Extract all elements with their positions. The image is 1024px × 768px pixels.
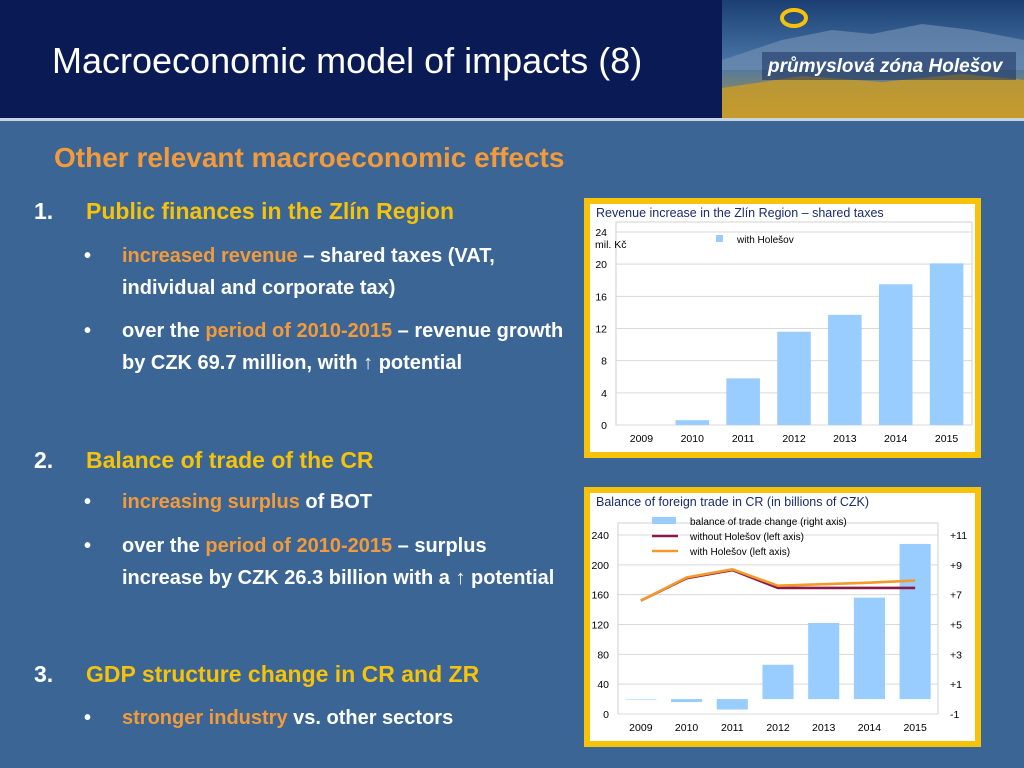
- left-axis-tick-label: 80: [597, 649, 609, 661]
- right-axis-tick-label: +5: [950, 620, 962, 632]
- bullet-dot: •: [84, 707, 92, 729]
- legend-label: without Holešov (left axis): [689, 532, 804, 543]
- bar: [671, 699, 703, 703]
- y-tick-label: 4: [601, 388, 607, 400]
- legend-swatch: [716, 235, 723, 242]
- chart-title: Balance of foreign trade in CR (in billi…: [596, 495, 869, 509]
- bar: [762, 664, 794, 700]
- bullet-text: over the: [122, 320, 206, 342]
- x-tick-label: 2012: [766, 722, 790, 734]
- bullet-text: – shared taxes (VAT, individual and corp…: [122, 245, 495, 299]
- right-axis-tick-label: +7: [950, 590, 962, 602]
- x-tick-label: 2014: [858, 722, 882, 734]
- bullet-text: – revenue growth by CZK 69.7 million, wi…: [122, 320, 564, 374]
- bullet-highlight: increased revenue: [122, 245, 298, 267]
- x-tick-label: 2011: [732, 433, 755, 445]
- bullet-text: vs. other sectors: [287, 707, 454, 729]
- bullet-text: potential: [373, 352, 463, 374]
- bullet-dot: •: [84, 491, 92, 513]
- series-line: [640, 567, 916, 602]
- bar: [675, 420, 710, 425]
- bullet-text: potential: [465, 567, 555, 589]
- x-tick-label: 2014: [884, 433, 908, 445]
- x-tick-label: 2010: [675, 722, 699, 734]
- bullet-highlight: stronger industry: [122, 707, 288, 729]
- bar: [853, 597, 885, 700]
- x-tick-label: 2013: [812, 722, 836, 734]
- section-3-title: GDP structure change in CR and ZR: [86, 661, 480, 687]
- x-tick-label: 2015: [935, 433, 959, 445]
- right-axis-tick-label: -1: [950, 709, 959, 721]
- bar: [777, 331, 811, 425]
- trade-chart-frame: Balance of foreign trade in CR (in billi…: [584, 487, 981, 747]
- x-tick-label: 2013: [833, 433, 857, 445]
- bullet-highlight: period of 2010-2015: [205, 535, 393, 557]
- bullet-dot: •: [84, 245, 92, 267]
- bullet-highlight: increasing surplus: [122, 491, 300, 513]
- section-2-title: Balance of trade of the CR: [86, 447, 374, 473]
- logo: průmyslová zóna Holešov: [722, 0, 1024, 118]
- bar: [929, 263, 964, 425]
- left-axis-tick-label: 200: [591, 560, 609, 572]
- y-tick-label: 24: [595, 227, 607, 239]
- legend-label: balance of trade change (right axis): [690, 517, 847, 528]
- page-title: Macroeconomic model of impacts (8): [52, 40, 643, 81]
- section-2-number: 2.: [34, 447, 54, 473]
- y-tick-label: 0: [601, 420, 607, 432]
- left-axis-tick-label: 120: [591, 620, 609, 632]
- y-tick-label: 8: [601, 356, 607, 368]
- up-arrow-icon: ↑: [455, 567, 466, 589]
- y-tick-label: 20: [595, 259, 607, 271]
- header-divider: [0, 118, 1024, 121]
- right-axis-tick-label: +3: [950, 649, 962, 661]
- section-1-title: Public finances in the Zlín Region: [86, 198, 455, 224]
- chart-title: Revenue increase in the Zlín Region – sh…: [596, 206, 884, 220]
- x-tick-label: 2012: [782, 433, 806, 445]
- bar: [808, 623, 840, 700]
- x-tick-label: 2009: [630, 433, 654, 445]
- logo-text: průmyslová zóna Holešov: [767, 56, 1004, 77]
- y-axis-unit-label: mil. Kč: [595, 239, 627, 251]
- bullet-text: over the: [122, 535, 206, 557]
- bar: [726, 378, 760, 425]
- bar: [899, 543, 931, 700]
- bullet-text: of BOT: [299, 491, 373, 513]
- bar: [625, 699, 657, 700]
- right-axis-tick-label: +11: [950, 530, 967, 542]
- left-axis-tick-label: 40: [597, 679, 609, 691]
- legend-swatch: [652, 517, 676, 524]
- legend-label: with Holešov: [736, 235, 794, 246]
- legend-label: with Holešov (left axis): [689, 547, 790, 558]
- bar: [878, 284, 913, 425]
- x-tick-label: 2015: [903, 722, 927, 734]
- section-subtitle: Other relevant macroeconomic effects: [54, 142, 565, 173]
- revenue-chart-frame: Revenue increase in the Zlín Region – sh…: [584, 198, 981, 458]
- revenue-chart: Revenue increase in the Zlín Region – sh…: [595, 206, 973, 445]
- up-arrow-icon: ↑: [363, 352, 374, 374]
- y-tick-label: 12: [595, 324, 607, 336]
- x-tick-label: 2010: [681, 433, 705, 445]
- x-tick-label: 2009: [629, 722, 653, 734]
- bullet-dot: •: [84, 320, 92, 342]
- left-axis-tick-label: 0: [603, 709, 609, 721]
- bullet-dot: •: [84, 535, 92, 557]
- trade-chart: Balance of foreign trade in CR (in billi…: [591, 495, 967, 734]
- bar: [716, 699, 748, 710]
- left-axis-tick-label: 240: [591, 530, 609, 542]
- left-axis-tick-label: 160: [591, 590, 609, 602]
- y-tick-label: 16: [595, 291, 607, 303]
- right-axis-tick-label: +1: [950, 679, 962, 691]
- x-tick-label: 2011: [721, 722, 744, 734]
- bullet-highlight: period of 2010-2015: [205, 320, 393, 342]
- bullet-text: – surplus increase by CZK 26.3 billion w…: [122, 535, 487, 589]
- right-axis-tick-label: +9: [950, 560, 962, 572]
- bar: [828, 314, 862, 425]
- section-1-number: 1.: [34, 198, 54, 224]
- section-3-number: 3.: [34, 661, 54, 687]
